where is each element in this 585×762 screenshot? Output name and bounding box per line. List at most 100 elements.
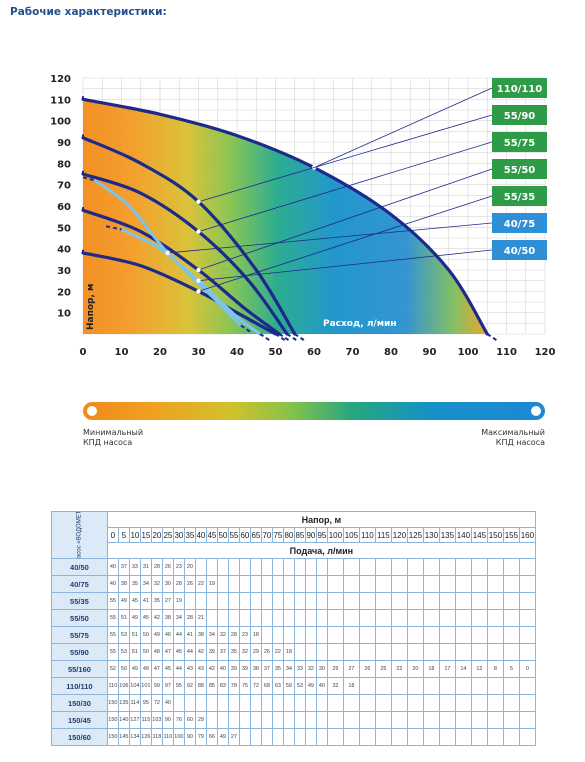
flow-value: 17 xyxy=(438,660,456,678)
flow-value xyxy=(172,694,185,712)
performance-table: Насос «ВОДОМЕТ» Напор, м 0 5 10 15 20 25 30 35 40 4… xyxy=(51,511,536,746)
flow-value: 44 xyxy=(172,626,185,644)
flow-value xyxy=(406,711,424,729)
series-label-box xyxy=(492,132,547,152)
flow-value xyxy=(342,592,360,610)
flow-value xyxy=(518,694,536,712)
flow-value: 51 xyxy=(128,643,141,661)
flow-value xyxy=(390,592,408,610)
leader-line xyxy=(198,168,493,271)
flow-value xyxy=(454,592,472,610)
flow-value: 85 xyxy=(205,677,218,695)
flow-value xyxy=(342,575,360,593)
flow-value xyxy=(502,626,520,644)
flow-value xyxy=(358,609,376,627)
flow-value: 26 xyxy=(161,558,174,576)
flow-value xyxy=(406,558,424,576)
flow-value xyxy=(358,575,376,593)
flow-value xyxy=(390,711,408,729)
flow-value xyxy=(406,575,424,593)
flow-value: 95 xyxy=(139,694,152,712)
flow-value xyxy=(470,694,488,712)
table-row: 55/35 55 49 45 41 35 27 19 xyxy=(51,592,536,610)
flow-value: 104 xyxy=(128,677,141,695)
flow-value: 150 xyxy=(106,694,119,712)
flow-value xyxy=(374,728,392,746)
flow-value: 41 xyxy=(139,592,152,610)
curve-marker xyxy=(165,250,170,256)
flow-value: 20 xyxy=(406,660,424,678)
pump-model: 55/75 xyxy=(51,626,108,644)
flow-value: 90 xyxy=(183,728,196,746)
head-value: 5 xyxy=(117,527,130,543)
flow-value xyxy=(502,677,520,695)
flow-value xyxy=(238,592,251,610)
flow-value xyxy=(315,728,328,746)
max-efficiency-label: Максимальный КПД насоса xyxy=(481,428,545,447)
head-value: 95 xyxy=(315,527,328,543)
flow-value xyxy=(271,609,284,627)
table-row: 40/75 40 38 35 34 32 30 28 26 22 19 xyxy=(51,575,536,593)
flow-value xyxy=(518,677,536,695)
flow-value: 38 xyxy=(117,575,130,593)
flow-value xyxy=(486,728,504,746)
leader-line xyxy=(198,141,493,232)
flow-value xyxy=(282,626,295,644)
performance-chart: 0 10 20 30 40 50 60 70 80 90 100 110 120 10 20 30 40 50 60… xyxy=(50,74,555,358)
flow-value xyxy=(205,609,218,627)
flow-value: 53 xyxy=(117,626,130,644)
flow-value xyxy=(315,558,328,576)
flow-value xyxy=(390,677,408,695)
leader-line xyxy=(167,222,493,254)
flow-value: 66 xyxy=(205,728,218,746)
head-value: 40 xyxy=(194,527,207,543)
flow-value xyxy=(205,711,218,729)
flow-value: 27 xyxy=(161,592,174,610)
flow-value: 20 xyxy=(183,558,196,576)
flow-value xyxy=(282,711,295,729)
head-value: 60 xyxy=(238,527,251,543)
flow-value xyxy=(315,592,328,610)
curve-marker xyxy=(196,267,201,273)
flow-value xyxy=(205,592,218,610)
flow-value xyxy=(315,643,328,661)
flow-value xyxy=(374,643,392,661)
flow-value xyxy=(454,643,472,661)
series-label: 55/35 xyxy=(504,192,536,203)
flow-value xyxy=(271,558,284,576)
flow-value: 52 xyxy=(106,660,119,678)
flow-value xyxy=(326,626,344,644)
flow-value xyxy=(194,592,207,610)
flow-value: 49 xyxy=(216,728,229,746)
y-tick-label: 90 xyxy=(57,138,71,149)
flow-value: 28 xyxy=(183,609,196,627)
head-value: 80 xyxy=(282,527,295,543)
flow-value xyxy=(271,728,284,746)
flow-value xyxy=(326,592,344,610)
flow-value xyxy=(227,575,240,593)
flow-value xyxy=(486,558,504,576)
table-row: 110/110 110 106 104 101 99 97 95 92 88 85 83 78 75 72 6… xyxy=(51,677,536,695)
flow-value: 110 xyxy=(161,728,174,746)
axis-ticks: 0 10 20 30 40 50 60 70 80 90 100 110 120 10 20 30 40 50 60… xyxy=(50,74,555,358)
y-tick-label: 60 xyxy=(57,202,71,213)
curve-marker xyxy=(196,278,201,283)
flow-value: 23 xyxy=(238,626,251,644)
flow-value: 103 xyxy=(150,711,163,729)
flow-value xyxy=(304,558,317,576)
flow-value xyxy=(342,711,360,729)
head-value: 125 xyxy=(406,527,424,543)
flow-value xyxy=(227,558,240,576)
max-efficiency-marker xyxy=(529,404,543,418)
flow-value xyxy=(358,711,376,729)
flow-value: 90 xyxy=(161,711,174,729)
flow-value: 41 xyxy=(183,626,196,644)
y-axis-label: Напор, м xyxy=(86,284,96,330)
flow-value xyxy=(470,728,488,746)
series-label: 55/90 xyxy=(504,111,536,122)
head-value: 75 xyxy=(271,527,284,543)
flow-value xyxy=(518,626,536,644)
flow-value xyxy=(502,592,520,610)
flow-value: 51 xyxy=(117,609,130,627)
flow-value xyxy=(249,609,262,627)
